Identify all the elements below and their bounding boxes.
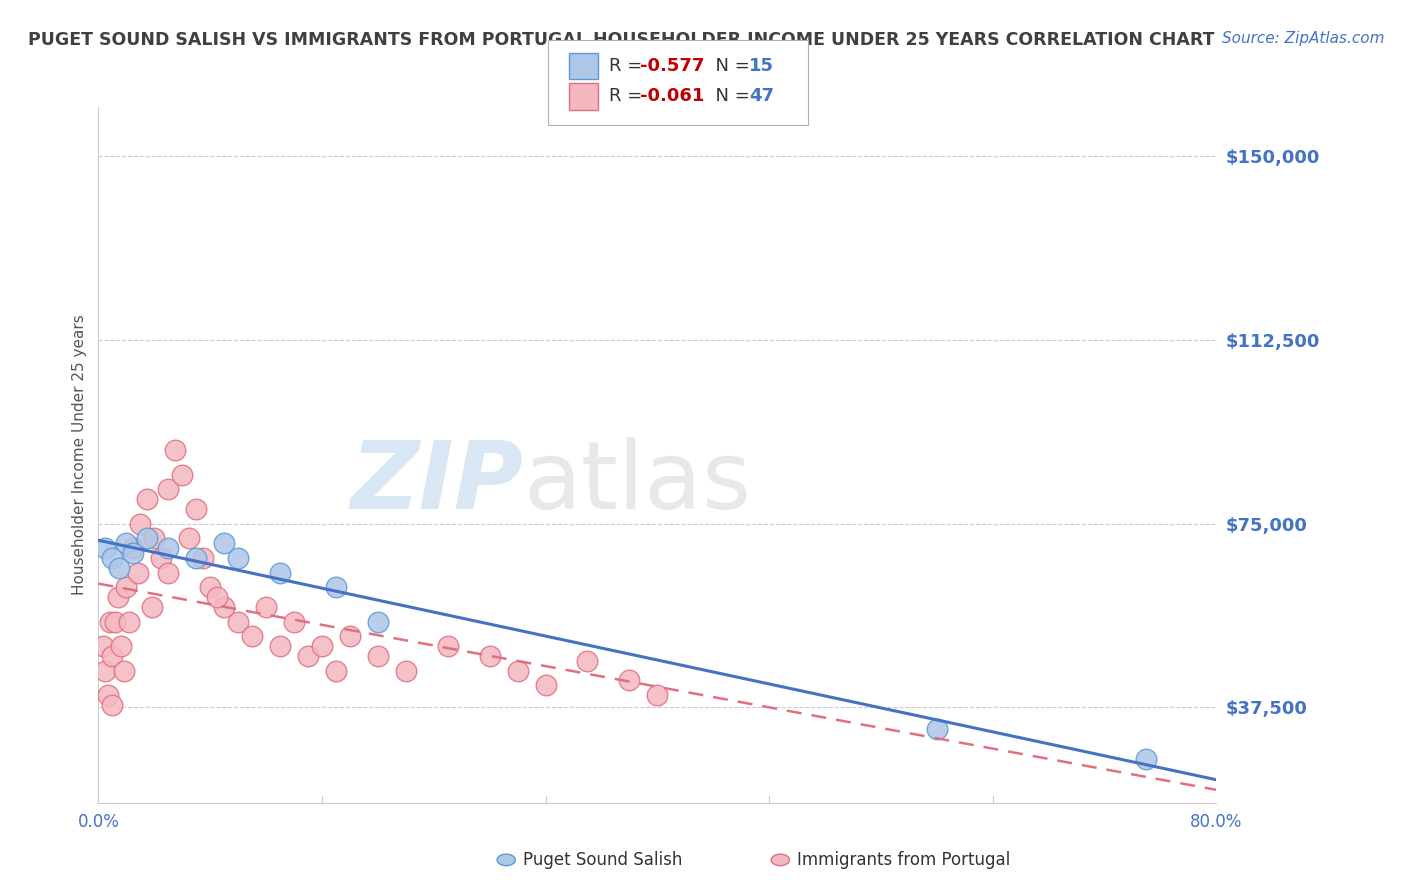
Point (240, 629, 263, 643)
Point (129, 516, 152, 531)
Point (186, 550, 208, 565)
Point (157, 566, 180, 580)
Point (94, 664, 117, 678)
Text: N =: N = (704, 57, 756, 75)
Point (101, 550, 124, 565)
Text: -0.061: -0.061 (640, 87, 704, 105)
Point (118, 615, 141, 629)
Point (98, 615, 121, 629)
Text: atlas: atlas (523, 437, 751, 529)
Text: R =: R = (609, 87, 648, 105)
Point (325, 580, 347, 594)
Point (165, 443, 187, 458)
Point (101, 648, 124, 663)
Point (269, 639, 291, 653)
Point (1135, 752, 1157, 766)
Point (925, 723, 948, 737)
Point (226, 550, 249, 565)
Point (193, 550, 215, 565)
Text: Immigrants from Portugal: Immigrants from Portugal (797, 851, 1011, 869)
Point (200, 580, 222, 594)
Text: -0.577: -0.577 (640, 57, 704, 75)
Point (339, 629, 361, 643)
Point (112, 664, 135, 678)
Point (186, 501, 208, 516)
Point (94, 541, 117, 555)
Point (311, 639, 333, 653)
Point (297, 648, 319, 663)
Text: PUGET SOUND SALISH VS IMMIGRANTS FROM PORTUGAL HOUSEHOLDER INCOME UNDER 25 YEARS: PUGET SOUND SALISH VS IMMIGRANTS FROM PO… (28, 31, 1215, 49)
Point (157, 482, 180, 496)
Text: Puget Sound Salish: Puget Sound Salish (523, 851, 682, 869)
Point (367, 615, 389, 629)
Point (127, 566, 149, 580)
Point (136, 531, 159, 545)
Point (136, 491, 159, 506)
Point (107, 590, 129, 604)
Point (212, 599, 235, 614)
Point (478, 648, 501, 663)
Text: ZIP: ZIP (350, 437, 523, 529)
Point (647, 688, 669, 702)
Point (254, 599, 277, 614)
Y-axis label: Householder Income Under 25 years: Householder Income Under 25 years (72, 315, 87, 595)
Point (110, 639, 132, 653)
Point (619, 673, 641, 688)
Text: R =: R = (609, 57, 648, 75)
Point (141, 599, 163, 614)
Point (172, 467, 194, 482)
Point (143, 531, 166, 545)
Point (395, 664, 418, 678)
Point (226, 615, 249, 629)
Point (325, 664, 347, 678)
Point (115, 580, 138, 594)
Point (179, 531, 201, 545)
Point (115, 536, 138, 550)
Point (101, 698, 124, 712)
Point (104, 615, 127, 629)
Point (576, 654, 599, 668)
Point (122, 541, 145, 555)
Point (157, 541, 180, 555)
Point (91, 639, 114, 653)
Point (97, 688, 120, 702)
Point (122, 546, 145, 560)
Point (205, 590, 228, 604)
Point (534, 678, 557, 692)
Text: Source: ZipAtlas.com: Source: ZipAtlas.com (1222, 31, 1385, 46)
Point (108, 560, 131, 574)
Text: 47: 47 (749, 87, 775, 105)
Point (150, 550, 173, 565)
Text: N =: N = (704, 87, 756, 105)
Point (506, 664, 529, 678)
Point (283, 615, 305, 629)
Text: 15: 15 (749, 57, 775, 75)
Point (212, 536, 235, 550)
Point (436, 639, 458, 653)
Point (269, 566, 291, 580)
Point (367, 648, 389, 663)
